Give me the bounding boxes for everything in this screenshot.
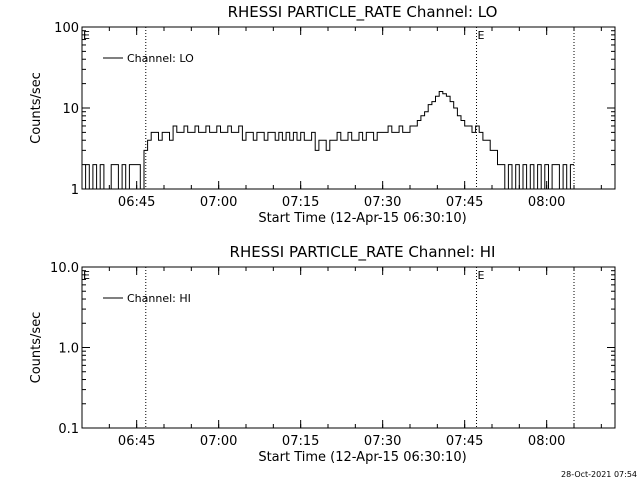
y-tick-label: 10.0 xyxy=(50,261,79,276)
timestamp-label: 28-Oct-2021 07:54 xyxy=(561,470,637,479)
x-tick-label: 07:45 xyxy=(446,434,483,449)
y-tick-label: 100 xyxy=(54,21,79,36)
y-tick-label: 0.1 xyxy=(58,422,79,437)
x-tick-label: 07:00 xyxy=(200,434,237,449)
y-tick-label: 1.0 xyxy=(58,342,79,357)
y-tick-label: 10 xyxy=(62,102,79,117)
x-axis-label-lo: Start Time (12-Apr-15 06:30:10) xyxy=(258,211,466,226)
chart-title-lo: RHESSI PARTICLE_RATE Channel: LO xyxy=(228,3,498,22)
legend-label-lo: Channel: LO xyxy=(127,52,194,65)
x-axis-label-hi: Start Time (12-Apr-15 06:30:10) xyxy=(258,450,466,465)
series-line-lo xyxy=(82,91,574,190)
x-tick-label: 07:15 xyxy=(282,434,319,449)
panel-lo: RHESSI PARTICLE_RATE Channel: LO 06:45 07:… xyxy=(29,3,616,226)
event-marker: E xyxy=(83,29,90,42)
x-tick-label: 07:15 xyxy=(282,195,319,210)
chart-title-hi: RHESSI PARTICLE_RATE Channel: HI xyxy=(230,243,496,262)
event-marker: E xyxy=(83,269,90,282)
x-tick-label: 08:00 xyxy=(528,434,565,449)
x-tick-label: 08:00 xyxy=(528,195,565,210)
x-tick-label: 06:45 xyxy=(118,434,155,449)
x-tick-label: 07:30 xyxy=(364,434,401,449)
x-tick-label: 07:00 xyxy=(200,195,237,210)
legend-label-hi: Channel: HI xyxy=(127,292,191,305)
event-marker: E xyxy=(478,29,485,42)
y-axis-label-lo: Counts/sec xyxy=(29,72,44,144)
x-tick-label: 07:45 xyxy=(446,195,483,210)
event-marker: E xyxy=(478,269,485,282)
y-axis-label-hi: Counts/sec xyxy=(29,312,44,384)
x-tick-label: 06:45 xyxy=(118,195,155,210)
x-tick-label: 07:30 xyxy=(364,195,401,210)
y-tick-label: 1 xyxy=(71,183,79,198)
panel-hi: RHESSI PARTICLE_RATE Channel: HI 06:45 07:… xyxy=(29,243,616,465)
